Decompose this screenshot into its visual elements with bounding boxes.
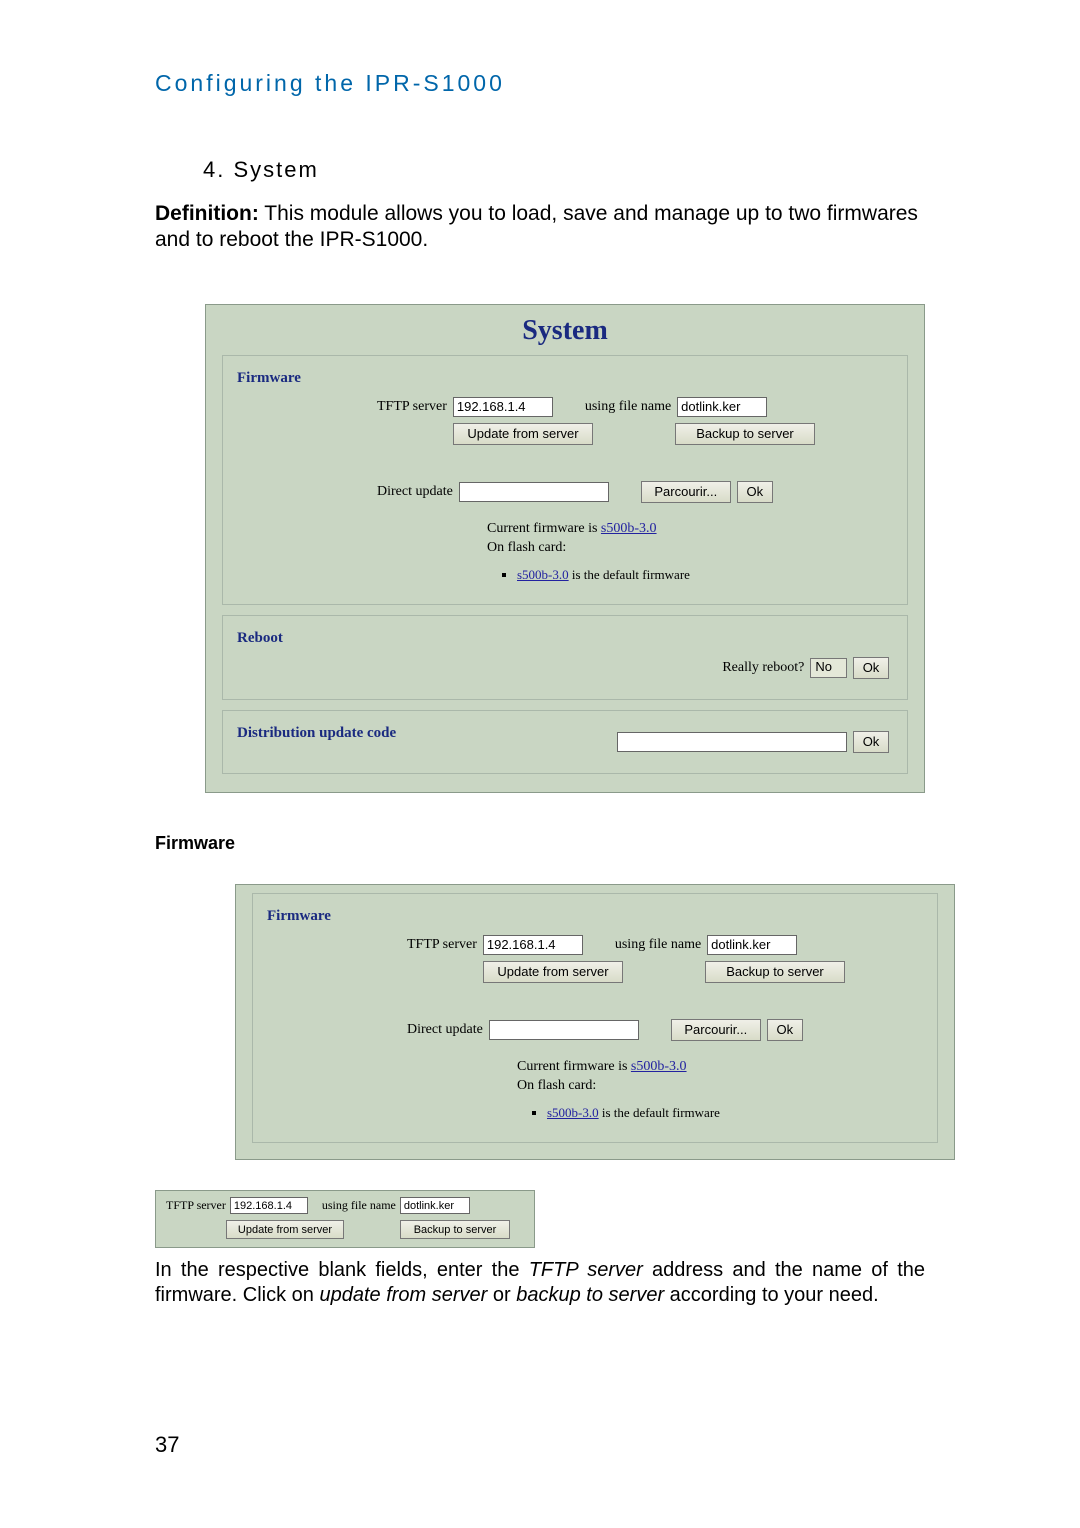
direct-update-row-2: Direct update Parcourir... Ok [407,1019,919,1041]
update-from-server-button[interactable]: Update from server [453,423,593,445]
tftp-server-label-2: TFTP server [407,937,477,953]
flash-bullet-link[interactable]: s500b-3.0 [517,567,569,582]
tftp-row: TFTP server using file name [377,397,889,417]
firmware-panel-2: Firmware TFTP server using file name Upd… [252,893,938,1143]
page-header-title: Configuring the IPR-S1000 [155,70,925,97]
on-flash-label-2: On flash card: [517,1078,596,1093]
screenshot-tftp-crop: TFTP server using file name Update from … [155,1190,535,1248]
update-backup-row: Update from server Backup to server [377,423,889,445]
direct-update-ok-button[interactable]: Ok [737,481,773,503]
body-i3: backup to server [516,1284,664,1306]
distribution-panel: Distribution update code Ok [222,710,908,774]
page-number: 37 [155,1432,179,1458]
tftp-server-input-2[interactable] [483,935,583,955]
browse-button[interactable]: Parcourir... [641,481,731,503]
firmware-info: Current firmware is s500b-3.0 On flash c… [487,519,889,584]
firmware-panel: Firmware TFTP server using file name Upd… [222,355,908,605]
dist-code-input[interactable] [617,732,847,752]
filename-input[interactable] [677,397,767,417]
screenshot-firmware-only: Firmware TFTP server using file name Upd… [235,884,955,1160]
dist-row: Ok [617,731,889,753]
definition-label: Definition: [155,202,259,225]
definition-text: This module allows you to load, save and… [155,202,918,251]
current-fw-prefix-2: Current firmware is [517,1059,631,1074]
current-fw-link-2[interactable]: s500b-3.0 [631,1059,687,1074]
dist-ok-button[interactable]: Ok [853,731,889,753]
direct-update-ok-button-2[interactable]: Ok [767,1019,803,1041]
body-p4: according to your need. [664,1284,879,1306]
current-fw-link[interactable]: s500b-3.0 [601,521,657,536]
filename-label-2: using file name [615,937,701,953]
distribution-panel-label: Distribution update code [237,725,396,742]
system-title: System [222,315,908,347]
filename-label: using file name [585,399,671,415]
filename-label-3: using file name [322,1198,396,1213]
tftp-server-label-3: TFTP server [166,1198,226,1213]
direct-update-input[interactable] [459,482,609,502]
tftp-server-input[interactable] [453,397,553,417]
direct-update-input-2[interactable] [489,1020,639,1040]
update-from-server-button-2[interactable]: Update from server [483,961,623,983]
direct-update-row: Direct update Parcourir... Ok [377,481,889,503]
backup-to-server-button[interactable]: Backup to server [675,423,815,445]
tftp-row-2: TFTP server using file name [407,935,919,955]
filename-input-3[interactable] [400,1197,470,1214]
reboot-select[interactable]: No [810,658,847,678]
reboot-panel-label: Reboot [237,630,889,647]
body-i1: TFTP server [529,1259,643,1281]
body-i2: update from server [319,1284,487,1306]
reboot-row: Really reboot? No Ok [237,657,889,679]
backup-to-server-button-3[interactable]: Backup to server [400,1220,510,1239]
filename-input-2[interactable] [707,935,797,955]
firmware-info-2: Current firmware is s500b-3.0 On flash c… [517,1057,919,1122]
reboot-question: Really reboot? [722,660,804,676]
flash-bullet: s500b-3.0 is the default firmware [517,566,889,584]
direct-update-label: Direct update [377,484,453,500]
tftp-server-input-3[interactable] [230,1197,308,1214]
flash-bullet-suffix-2: is the default firmware [599,1105,720,1120]
update-from-server-button-3[interactable]: Update from server [226,1220,344,1239]
backup-to-server-button-2[interactable]: Backup to server [705,961,845,983]
body-paragraph: In the respective blank fields, enter th… [155,1258,925,1308]
flash-bullet-2: s500b-3.0 is the default firmware [547,1104,919,1122]
tftp-row-3: TFTP server using file name [166,1197,524,1214]
firmware-panel-label-2: Firmware [267,908,919,925]
body-p3: or [487,1284,516,1306]
reboot-panel: Reboot Really reboot? No Ok [222,615,908,700]
on-flash-label: On flash card: [487,540,566,555]
tftp-server-label: TFTP server [377,399,447,415]
browse-button-2[interactable]: Parcourir... [671,1019,761,1041]
section-heading: 4. System [203,157,925,183]
screenshot-system-full: System Firmware TFTP server using file n… [205,304,925,793]
flash-bullet-link-2[interactable]: s500b-3.0 [547,1105,599,1120]
firmware-subheading: Firmware [155,833,925,854]
current-fw-prefix: Current firmware is [487,521,601,536]
firmware-panel-label: Firmware [237,370,889,387]
update-backup-row-2: Update from server Backup to server [407,961,919,983]
reboot-ok-button[interactable]: Ok [853,657,889,679]
direct-update-label-2: Direct update [407,1022,483,1038]
definition-paragraph: Definition: This module allows you to lo… [155,201,925,254]
flash-bullet-suffix: is the default firmware [569,567,690,582]
update-backup-row-3: Update from server Backup to server [166,1220,524,1239]
body-p1: In the respective blank fields, enter th… [155,1259,529,1281]
